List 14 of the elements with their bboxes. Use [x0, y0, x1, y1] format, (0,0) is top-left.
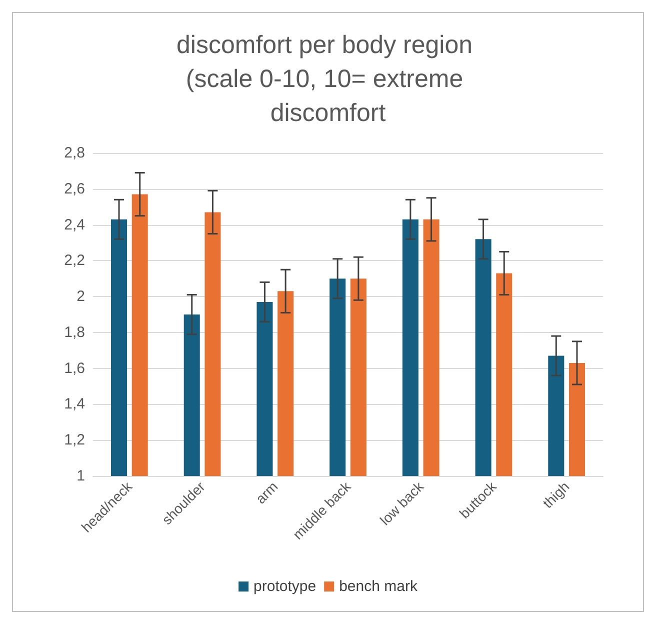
legend-label: prototype [254, 578, 316, 595]
y-tick-label: 2,8 [64, 144, 85, 162]
y-tick-label: 1 [76, 468, 85, 484]
y-tick-label: 1,6 [64, 360, 85, 377]
y-tick-label: 1,4 [64, 396, 85, 413]
chart-title: discomfort per body region (scale 0-10, 10= extreme discomfort [176, 31, 480, 127]
y-tick-label: 2,2 [64, 252, 85, 270]
y-tick-label: 1,8 [64, 324, 85, 341]
legend-label: bench mark [339, 578, 418, 595]
y-tick-label: 2 [76, 288, 85, 306]
y-tick-label: 2,4 [64, 216, 85, 234]
x-tick-label: arm [252, 478, 281, 507]
y-tick-label: 2,6 [64, 180, 85, 198]
y-tick-label: 1,2 [64, 432, 85, 449]
